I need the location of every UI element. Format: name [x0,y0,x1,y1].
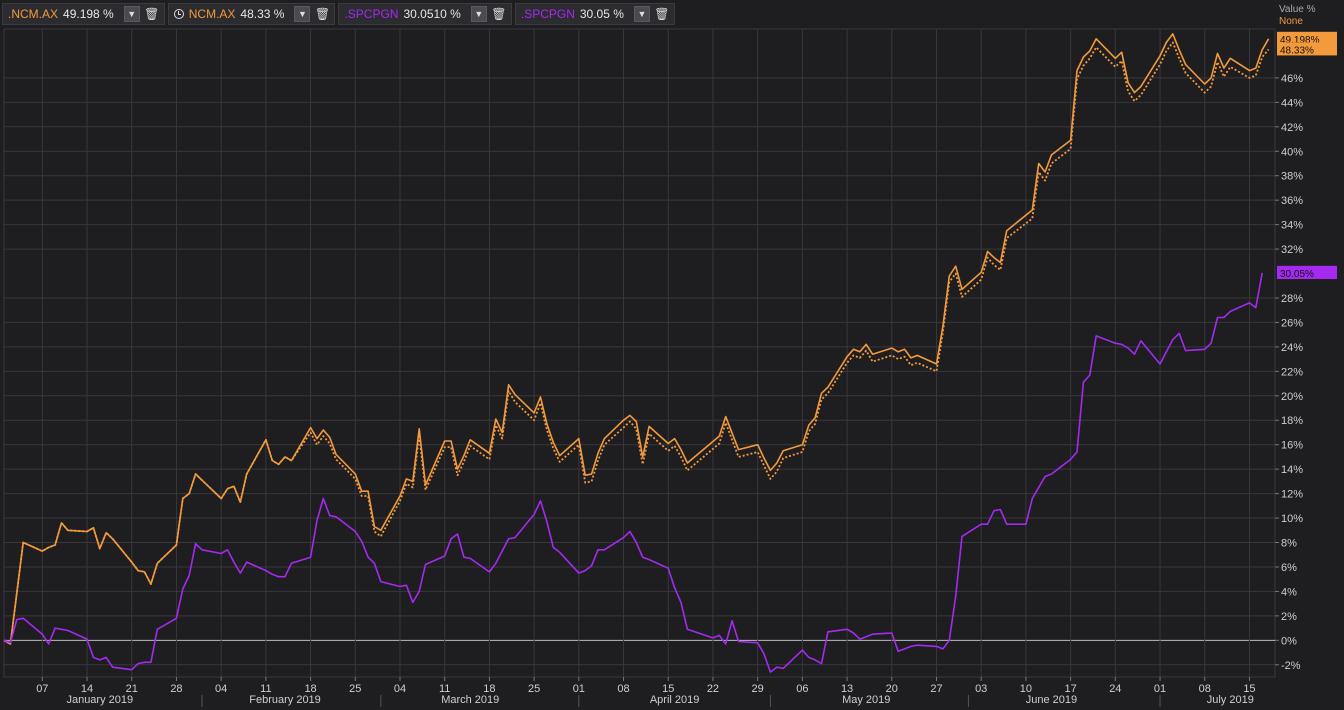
legend-chip-ncm-ax-index[interactable]: .NCM.AX 49.198 % ▼ 🗑 [2,3,165,25]
trash-icon[interactable]: 🗑 [654,7,670,21]
x-tick-label: 03 [975,683,987,695]
y-tick-label: 0% [1281,635,1297,647]
x-tick-label: 29 [752,683,764,695]
legend-chip-spcpgn[interactable]: .SPCPGN 30.0510 % ▼ 🗑 [338,3,512,25]
y-tick-label: 16% [1281,440,1303,452]
y-tick-label: 40% [1281,146,1303,158]
chevron-down-icon[interactable]: ▼ [294,6,311,22]
y-tick-label: 32% [1281,244,1303,256]
y-tick-label: 42% [1281,122,1303,134]
y-tick-label: 34% [1281,220,1303,232]
month-label: April 2019 [650,694,700,706]
legend-value: 48.33 % [240,7,285,21]
series-line-0 [3,33,1270,645]
x-tick-label: 17 [1064,683,1076,695]
x-tick-label: 25 [349,683,361,695]
x-tick-label: 22 [707,683,719,695]
legend-symbol[interactable]: .SPCPGN [344,7,399,21]
series-line-1 [3,41,1270,645]
x-tick-label: 08 [1199,683,1211,695]
last-value-label: 30.05% [1280,269,1314,280]
plot-area [3,28,1276,678]
last-value-box [1277,42,1337,56]
x-tick-label: 08 [617,683,629,695]
x-tick-label: 01 [573,683,585,695]
value-axis-title: Value % [1279,4,1316,15]
month-label: March 2019 [441,694,499,706]
value-axis-header: Value % None [1279,4,1316,28]
x-tick-label: 15 [1243,683,1255,695]
x-tick-label: 14 [81,683,93,695]
chevron-down-icon[interactable]: ▼ [633,6,650,22]
x-tick-label: 25 [528,683,540,695]
x-tick-label: 15 [662,683,674,695]
x-tick-label: 28 [170,683,182,695]
month-label: January 2019 [66,694,133,706]
y-tick-label: 12% [1281,489,1303,501]
month-label: June 2019 [1026,694,1077,706]
x-tick-label: 10 [1020,683,1032,695]
trash-icon[interactable]: 🗑 [144,7,160,21]
x-tick-label: 11 [260,683,271,695]
x-tick-label: 24 [1109,683,1121,695]
x-tick-label: 06 [796,683,808,695]
y-tick-label: 28% [1281,293,1303,305]
y-tick-label: 2% [1281,611,1297,623]
x-tick-label: 11 [439,683,450,695]
y-tick-label: 38% [1281,171,1303,183]
x-tick-label: 27 [930,683,942,695]
y-tick-label: 18% [1281,415,1303,427]
trash-icon[interactable]: 🗑 [491,7,507,21]
legend-value: 30.05 % [579,7,624,21]
y-tick-label: 10% [1281,513,1303,525]
x-tick-label: 04 [394,683,406,695]
x-tick-label: 20 [886,683,898,695]
y-tick-label: 4% [1281,586,1297,598]
y-tick-label: 24% [1281,342,1303,354]
y-tick-label: 44% [1281,97,1303,109]
y-tick-label: -2% [1281,660,1301,672]
month-label: February 2019 [249,694,321,706]
x-tick-label: 18 [304,683,316,695]
x-tick-label: 04 [215,683,227,695]
y-tick-label: 22% [1281,366,1303,378]
last-value-label: 49.198% [1280,35,1320,46]
chevron-down-icon[interactable]: ▼ [123,6,140,22]
chevron-down-icon[interactable]: ▼ [470,6,487,22]
month-label: July 2019 [1207,694,1254,706]
y-tick-label: 8% [1281,538,1297,550]
legend-value: 30.0510 % [403,7,461,21]
last-value-box [1277,31,1337,45]
x-tick-label: 01 [1154,683,1166,695]
last-value-label: 48.33% [1280,45,1314,56]
legend-value: 49.198 % [63,7,114,21]
legend-symbol[interactable]: NCM.AX [188,7,236,21]
x-tick-label: 18 [483,683,495,695]
legend-chip-ncm-ax[interactable]: NCM.AX 48.33 % ▼ 🗑 [167,3,336,25]
legend-chip-spcpgn-2[interactable]: .SPCPGN 30.05 % ▼ 🗑 [514,3,675,25]
y-tick-label: 6% [1281,562,1297,574]
y-tick-label: 36% [1281,195,1303,207]
legend-symbol[interactable]: .NCM.AX [8,7,59,21]
clock-icon [173,9,184,19]
trash-icon[interactable]: 🗑 [314,7,331,21]
x-tick-label: 13 [841,683,853,695]
legend-symbol[interactable]: .SPCPGN [520,7,575,21]
value-axis-mode[interactable]: None [1279,16,1303,27]
y-tick-label: 14% [1281,464,1303,476]
series-line-2 [3,272,1263,673]
month-label: May 2019 [842,694,890,706]
x-tick-label: 21 [126,683,138,695]
x-tick-label: 07 [36,683,48,695]
y-tick-label: 20% [1281,391,1303,403]
legend-bar: .NCM.AX 49.198 % ▼ 🗑 NCM.AX 48.33 % ▼ 🗑 … [0,0,1275,28]
y-tick-label: 46% [1281,73,1303,85]
y-tick-label: 26% [1281,317,1303,329]
last-value-box [1277,265,1337,279]
